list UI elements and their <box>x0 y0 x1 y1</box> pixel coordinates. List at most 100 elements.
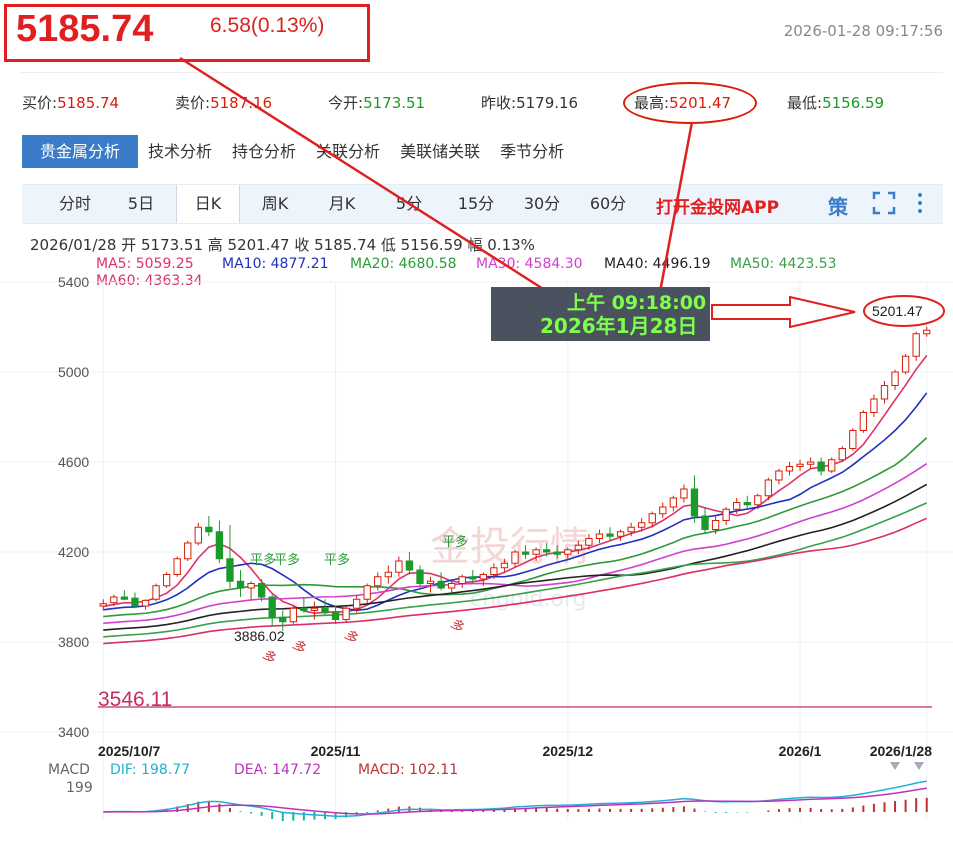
price-change: 6.58(0.13%) <box>210 14 325 37</box>
candle-body <box>912 333 920 357</box>
candle-body <box>310 607 319 611</box>
high-highlight-ellipse <box>623 82 757 124</box>
candle-body <box>120 596 129 600</box>
candle-body <box>395 560 403 573</box>
candle-body <box>500 562 509 569</box>
period-5day[interactable]: 5日 <box>127 194 155 213</box>
ma50-line <box>103 502 928 638</box>
candle-body <box>247 583 255 589</box>
candle-body <box>131 597 139 607</box>
candle-body <box>711 520 720 530</box>
period-weekly[interactable]: 周K <box>261 194 289 213</box>
candle-body <box>384 571 392 578</box>
candle-body <box>627 526 635 533</box>
candle-body <box>141 599 150 607</box>
watermark-text: 金投行情 <box>430 524 590 570</box>
more-icon[interactable] <box>914 191 926 220</box>
min-price-label: 3546.11 <box>98 688 172 711</box>
candle-body <box>817 461 825 472</box>
candle-body <box>743 502 751 506</box>
high-callout-label: 5201.47 <box>872 303 923 319</box>
candle-body <box>785 466 794 472</box>
candle-body <box>352 598 361 609</box>
signal-long-3: 多 <box>341 627 361 648</box>
high-arrow <box>711 295 856 329</box>
tab-correlation[interactable]: 关联分析 <box>316 142 381 161</box>
candle-body <box>838 448 846 461</box>
ma40-line <box>103 483 928 631</box>
macd-panel: MACD DIF: 198.77 DEA: 147.72 MACD: 102.1… <box>48 762 928 822</box>
macd-dea-line <box>103 787 927 815</box>
period-15min[interactable]: 15分 <box>457 194 495 213</box>
quote-datetime: 2026-01-28 09:17:56 <box>783 22 943 40</box>
period-monthly[interactable]: 月K <box>328 194 356 213</box>
ma10-legend: MA10: 4877.21 <box>222 256 329 272</box>
ma50-legend: MA50: 4423.53 <box>730 256 837 272</box>
candle-body <box>511 551 519 564</box>
ma60-line <box>103 517 928 645</box>
candle-body <box>722 508 730 521</box>
candle-body <box>458 576 466 584</box>
candle-body <box>870 398 878 413</box>
candle-body <box>289 607 297 623</box>
high-callout-ellipse <box>863 295 945 327</box>
candle-body <box>226 558 234 582</box>
tab-seasonal[interactable]: 季节分析 <box>500 142 565 161</box>
open-app-link[interactable]: 打开金投网APP <box>656 198 780 218</box>
candle-body <box>110 596 118 604</box>
period-60min[interactable]: 60分 <box>589 194 627 213</box>
tab-technical[interactable]: 技术分析 <box>148 142 213 161</box>
signal-long-2: 多 <box>289 637 309 658</box>
macd-title: MACD <box>48 762 90 778</box>
candle-body <box>490 567 498 575</box>
candle-body <box>564 549 572 555</box>
tab-positions[interactable]: 持仓分析 <box>232 142 297 161</box>
signal-long-4: 多 <box>447 616 467 637</box>
signal-flat-3: 平多 <box>324 552 350 568</box>
candle-body <box>99 603 107 607</box>
candle-body <box>469 576 477 580</box>
candles <box>99 326 931 631</box>
candle-body <box>321 607 329 614</box>
annotation-overlay: 上午 09:18:00 2026年1月28日 5201.47 <box>179 56 945 341</box>
time-tooltip <box>491 287 710 341</box>
period-intraday[interactable]: 分时 <box>58 194 91 213</box>
chart-toolbar: 分时 5日 日K 周K 月K 5分 15分 30分 60分 打开金投网APP 策 <box>22 184 943 224</box>
x-axis: 2025/10/7 2025/11 2025/12 2026/1 2026/1/28 <box>98 743 932 759</box>
strategy-icon[interactable]: 策 <box>828 195 848 219</box>
candle-body <box>194 526 202 544</box>
candle-body <box>880 385 889 400</box>
open-quote: 今开:5173.51 <box>328 94 426 112</box>
candle-body <box>701 515 709 530</box>
macd-dif: DIF: 198.77 <box>110 762 190 778</box>
candle-body <box>152 585 160 600</box>
period-daily[interactable]: 日K <box>176 185 240 223</box>
candle-body <box>300 607 308 611</box>
ma40-legend: MA40: 4496.19 <box>604 256 711 272</box>
chart-grid <box>0 281 953 820</box>
tab-fed-correlation[interactable]: 美联储关联 <box>400 142 481 161</box>
candle-body <box>416 569 424 584</box>
tab-precious-metals[interactable]: 贵金属分析 <box>22 135 139 168</box>
candle-body <box>521 551 530 555</box>
y-tick-label: 4600 <box>58 454 89 470</box>
time-tooltip-line1: 上午 09:18:00 <box>567 291 706 314</box>
candle-body <box>374 576 382 587</box>
candle-body <box>236 580 245 589</box>
ma10-line <box>103 392 928 612</box>
low-quote: 最低:5156.59 <box>787 94 885 112</box>
x-tick-label: 2025/11 <box>311 743 361 759</box>
period-30min[interactable]: 30分 <box>523 194 561 213</box>
candle-body <box>669 497 678 508</box>
candle-body <box>279 616 287 623</box>
watermark: 金投行情 cngold.org <box>430 524 590 612</box>
fullscreen-icon[interactable] <box>872 191 896 220</box>
bid-quote: 买价:5185.74 <box>22 94 120 112</box>
candle-body <box>574 544 583 551</box>
macd-axis-tick: 199 <box>66 780 93 796</box>
high-pointer-line <box>658 121 694 293</box>
y-tick-label: 3400 <box>58 724 89 740</box>
candle-body <box>764 479 773 497</box>
current-price: 5185.74 <box>16 8 154 50</box>
